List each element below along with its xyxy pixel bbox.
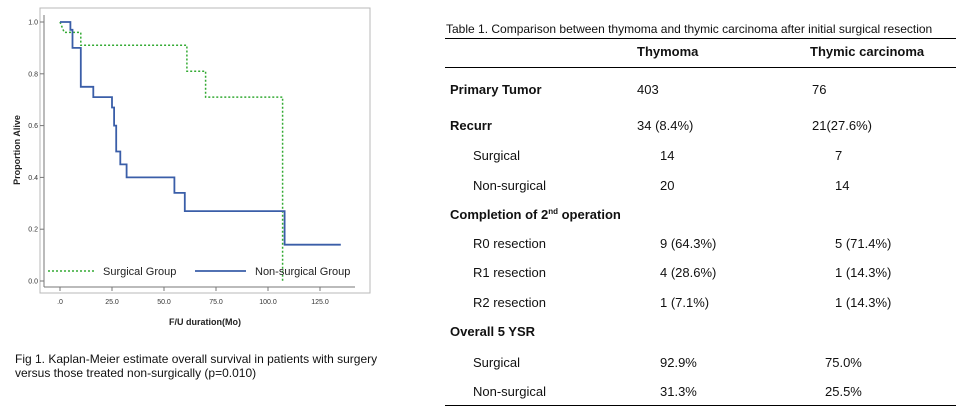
y-axis-label: Proportion Alive — [12, 115, 22, 185]
cell-thymic-carcinoma: 1 (14.3%) — [835, 265, 892, 280]
cell-thymic-carcinoma: 75.0% — [825, 355, 862, 370]
table-row-recurr-surgical: Surgical 14 7 — [445, 148, 956, 168]
x-tick-label: 50.0 — [157, 299, 171, 306]
cell-thymoma: 20 — [660, 178, 675, 193]
y-tick-label: 1.0 — [28, 20, 38, 27]
table-row-completion: Completion of 2nd operation — [445, 207, 956, 227]
row-label: Recurr — [450, 118, 492, 133]
cell-thymic-carcinoma: 14 — [835, 178, 850, 193]
table-top-rule — [445, 38, 956, 39]
header-thymoma: Thymoma — [637, 44, 699, 59]
y-tick-label: 0.8 — [28, 71, 38, 78]
table-bottom-rule — [445, 405, 956, 406]
cell-thymic-carcinoma: 5 (71.4%) — [835, 236, 892, 251]
km-figure: .0 25.0 50.0 75.0 100.0 125.0 0.0 0.2 0.4 0.6 0.8… — [0, 0, 420, 411]
completion-label-post: operation — [558, 207, 621, 222]
row-label: Completion of 2nd operation — [450, 207, 621, 222]
row-label: Non-surgical — [473, 384, 546, 399]
cell-thymic-carcinoma: 1 (14.3%) — [835, 295, 892, 310]
legend: Surgical Group Non-surgical Group — [48, 266, 350, 278]
y-tick-label: 0.4 — [28, 175, 38, 182]
cell-thymoma: 9 (64.3%) — [660, 236, 717, 251]
legend-label-surgical: Surgical Group — [103, 266, 176, 278]
curve-non-surgical-group — [60, 21, 341, 246]
x-tick-label: 100.0 — [259, 299, 277, 306]
cell-thymoma: 1 (7.1%) — [660, 295, 710, 310]
cell-thymoma: 14 — [660, 148, 675, 163]
table-row-os-nonsurgical: Non-surgical 31.3% 25.5% — [445, 384, 956, 404]
row-label: Primary Tumor — [450, 82, 542, 97]
cell-thymic-carcinoma: 76 — [812, 82, 827, 97]
table-row-recurr-nonsurgical: Non-surgical 20 14 — [445, 178, 956, 198]
cell-thymoma: 4 (28.6%) — [660, 265, 717, 280]
y-tick-label: 0.6 — [28, 123, 38, 130]
x-ticks: .0 25.0 50.0 75.0 100.0 125.0 — [57, 287, 329, 306]
row-label: Surgical — [473, 148, 520, 163]
legend-label-nonsurgical: Non-surgical Group — [255, 266, 350, 278]
y-ticks: 0.0 0.2 0.4 0.6 0.8 1.0 — [28, 20, 44, 286]
y-tick-label: 0.0 — [28, 279, 38, 286]
table-row-overall-5ysr: Overall 5 YSR — [445, 324, 956, 344]
table-row-os-surgical: Surgical 92.9% 75.0% — [445, 355, 956, 375]
x-tick-label: 75.0 — [209, 299, 223, 306]
x-tick-label: 25.0 — [105, 299, 119, 306]
km-chart: .0 25.0 50.0 75.0 100.0 125.0 0.0 0.2 0.4 0.6 0.8… — [12, 7, 371, 327]
row-label: Non-surgical — [473, 178, 546, 193]
table-caption: Table 1. Comparison between thymoma and … — [446, 22, 933, 36]
table-row-r0: R0 resection 9 (64.3%) 5 (71.4%) — [445, 236, 956, 256]
completion-label-sup: nd — [548, 207, 558, 216]
table-row-r2: R2 resection 1 (7.1%) 1 (14.3%) — [445, 295, 956, 315]
cell-thymic-carcinoma: 25.5% — [825, 384, 862, 399]
completion-label-pre: Completion of 2 — [450, 207, 549, 222]
x-tick-label: .0 — [57, 299, 63, 306]
row-label: R0 resection — [473, 236, 546, 251]
x-tick-label: 125.0 — [311, 299, 329, 306]
table-header-rule — [445, 67, 956, 68]
survival-curves — [59, 21, 341, 281]
plot-frame — [39, 7, 371, 294]
cell-thymoma: 403 — [637, 82, 659, 97]
table-row-recurr: Recurr 34 (8.4%) 21(27.6%) — [445, 118, 956, 138]
cell-thymic-carcinoma: 21(27.6%) — [812, 118, 872, 133]
cell-thymoma: 92.9% — [660, 355, 697, 370]
row-label: R1 resection — [473, 265, 546, 280]
row-label: R2 resection — [473, 295, 546, 310]
cell-thymoma: 34 (8.4%) — [637, 118, 694, 133]
x-axis-label: F/U duration(Mo) — [169, 317, 241, 327]
table-row-primary-tumor: Primary Tumor 403 76 — [445, 82, 956, 102]
figure-caption: Fig 1. Kaplan-Meier estimate overall sur… — [15, 352, 378, 380]
row-label: Overall 5 YSR — [450, 324, 536, 339]
table-row-r1: R1 resection 4 (28.6%) 1 (14.3%) — [445, 265, 956, 285]
y-tick-label: 0.2 — [28, 227, 38, 234]
header-thymic-carcinoma: Thymic carcinoma — [810, 44, 925, 59]
row-label: Surgical — [473, 355, 520, 370]
cell-thymoma: 31.3% — [660, 384, 697, 399]
cell-thymic-carcinoma: 7 — [835, 148, 843, 163]
